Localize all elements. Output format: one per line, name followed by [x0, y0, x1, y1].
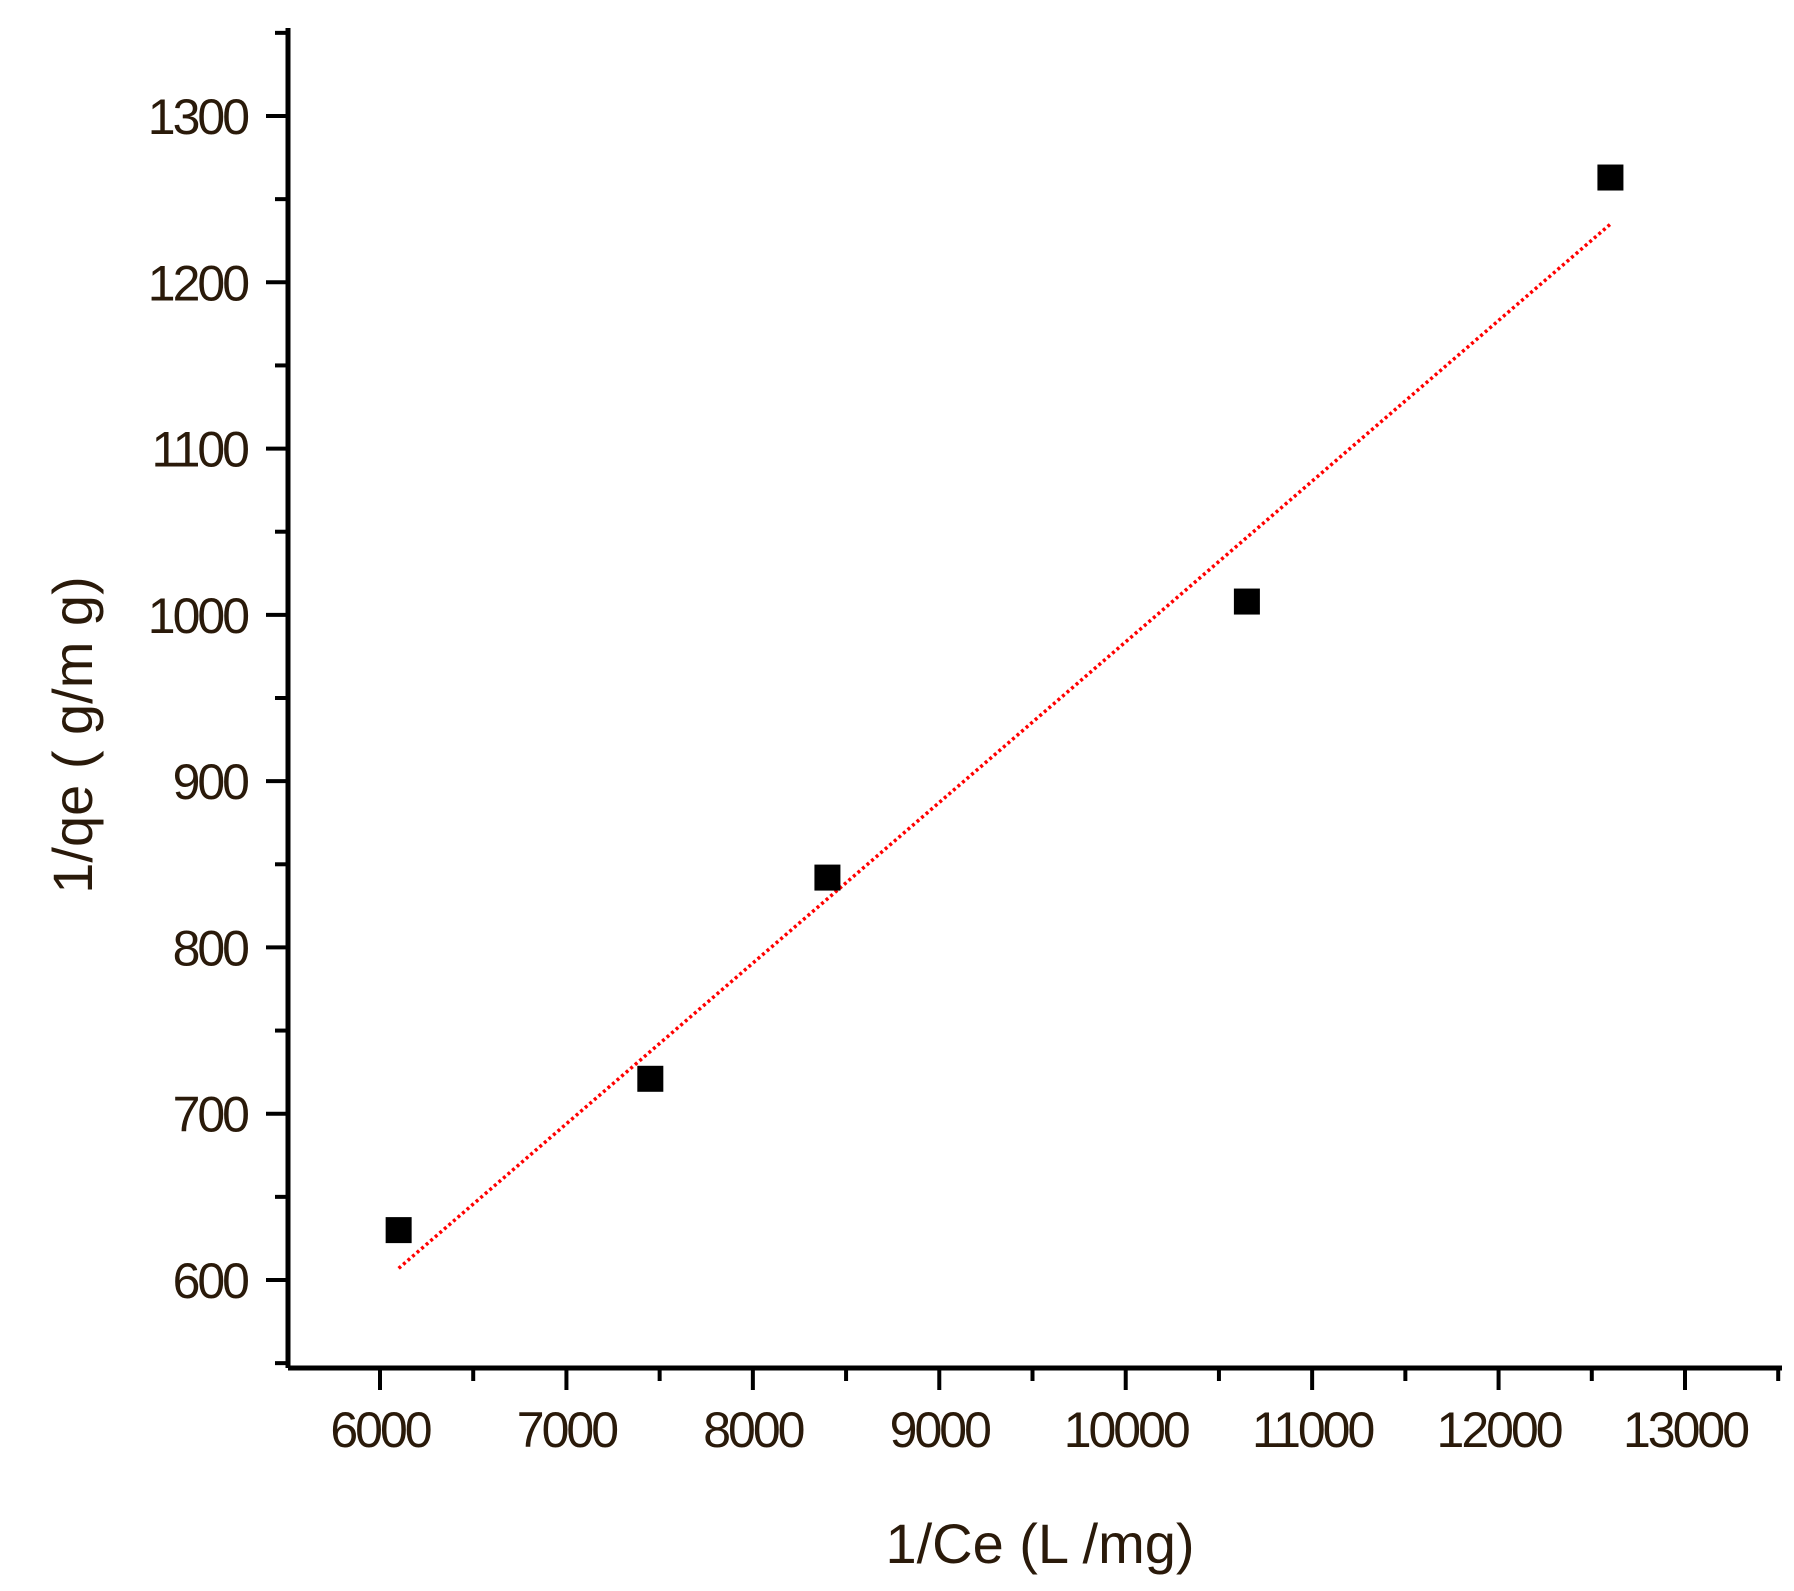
y-tick-label: 1100 [151, 422, 248, 478]
y-tick-label: 1000 [148, 588, 248, 644]
data-point [637, 1065, 664, 1092]
ticks: 6000 7000 8000 9000 10000 11000 12000 13000 600 7… [148, 30, 1781, 1458]
x-tick-label: 7000 [517, 1402, 617, 1458]
y-tick-label: 1300 [148, 89, 248, 145]
x-tick-label: 12000 [1437, 1402, 1562, 1458]
data-point [814, 864, 841, 891]
data-point [385, 1217, 412, 1244]
x-tick-label: 9000 [890, 1402, 990, 1458]
data-point [1597, 164, 1624, 191]
x-tick-label: 13000 [1623, 1402, 1748, 1458]
y-axis-title: 1/qe ( g/m g) [41, 576, 104, 893]
axes [285, 28, 1782, 1371]
x-tick-label: 8000 [703, 1402, 803, 1458]
x-tick-label: 11000 [1252, 1402, 1374, 1458]
data-points [385, 164, 1624, 1244]
fit-line-path [397, 222, 1612, 1270]
x-tick-label: 10000 [1064, 1402, 1189, 1458]
y-tick-label: 800 [173, 920, 249, 976]
x-axis-title: 1/Ce (L /mg) [885, 1512, 1194, 1575]
data-point [1233, 588, 1260, 615]
x-tick-label: 6000 [330, 1402, 430, 1458]
y-tick-label: 600 [173, 1253, 249, 1309]
y-tick-label: 700 [173, 1087, 249, 1143]
y-tick-label: 1200 [148, 255, 248, 311]
fit-line [397, 222, 1612, 1270]
y-tick-label: 900 [173, 754, 249, 810]
